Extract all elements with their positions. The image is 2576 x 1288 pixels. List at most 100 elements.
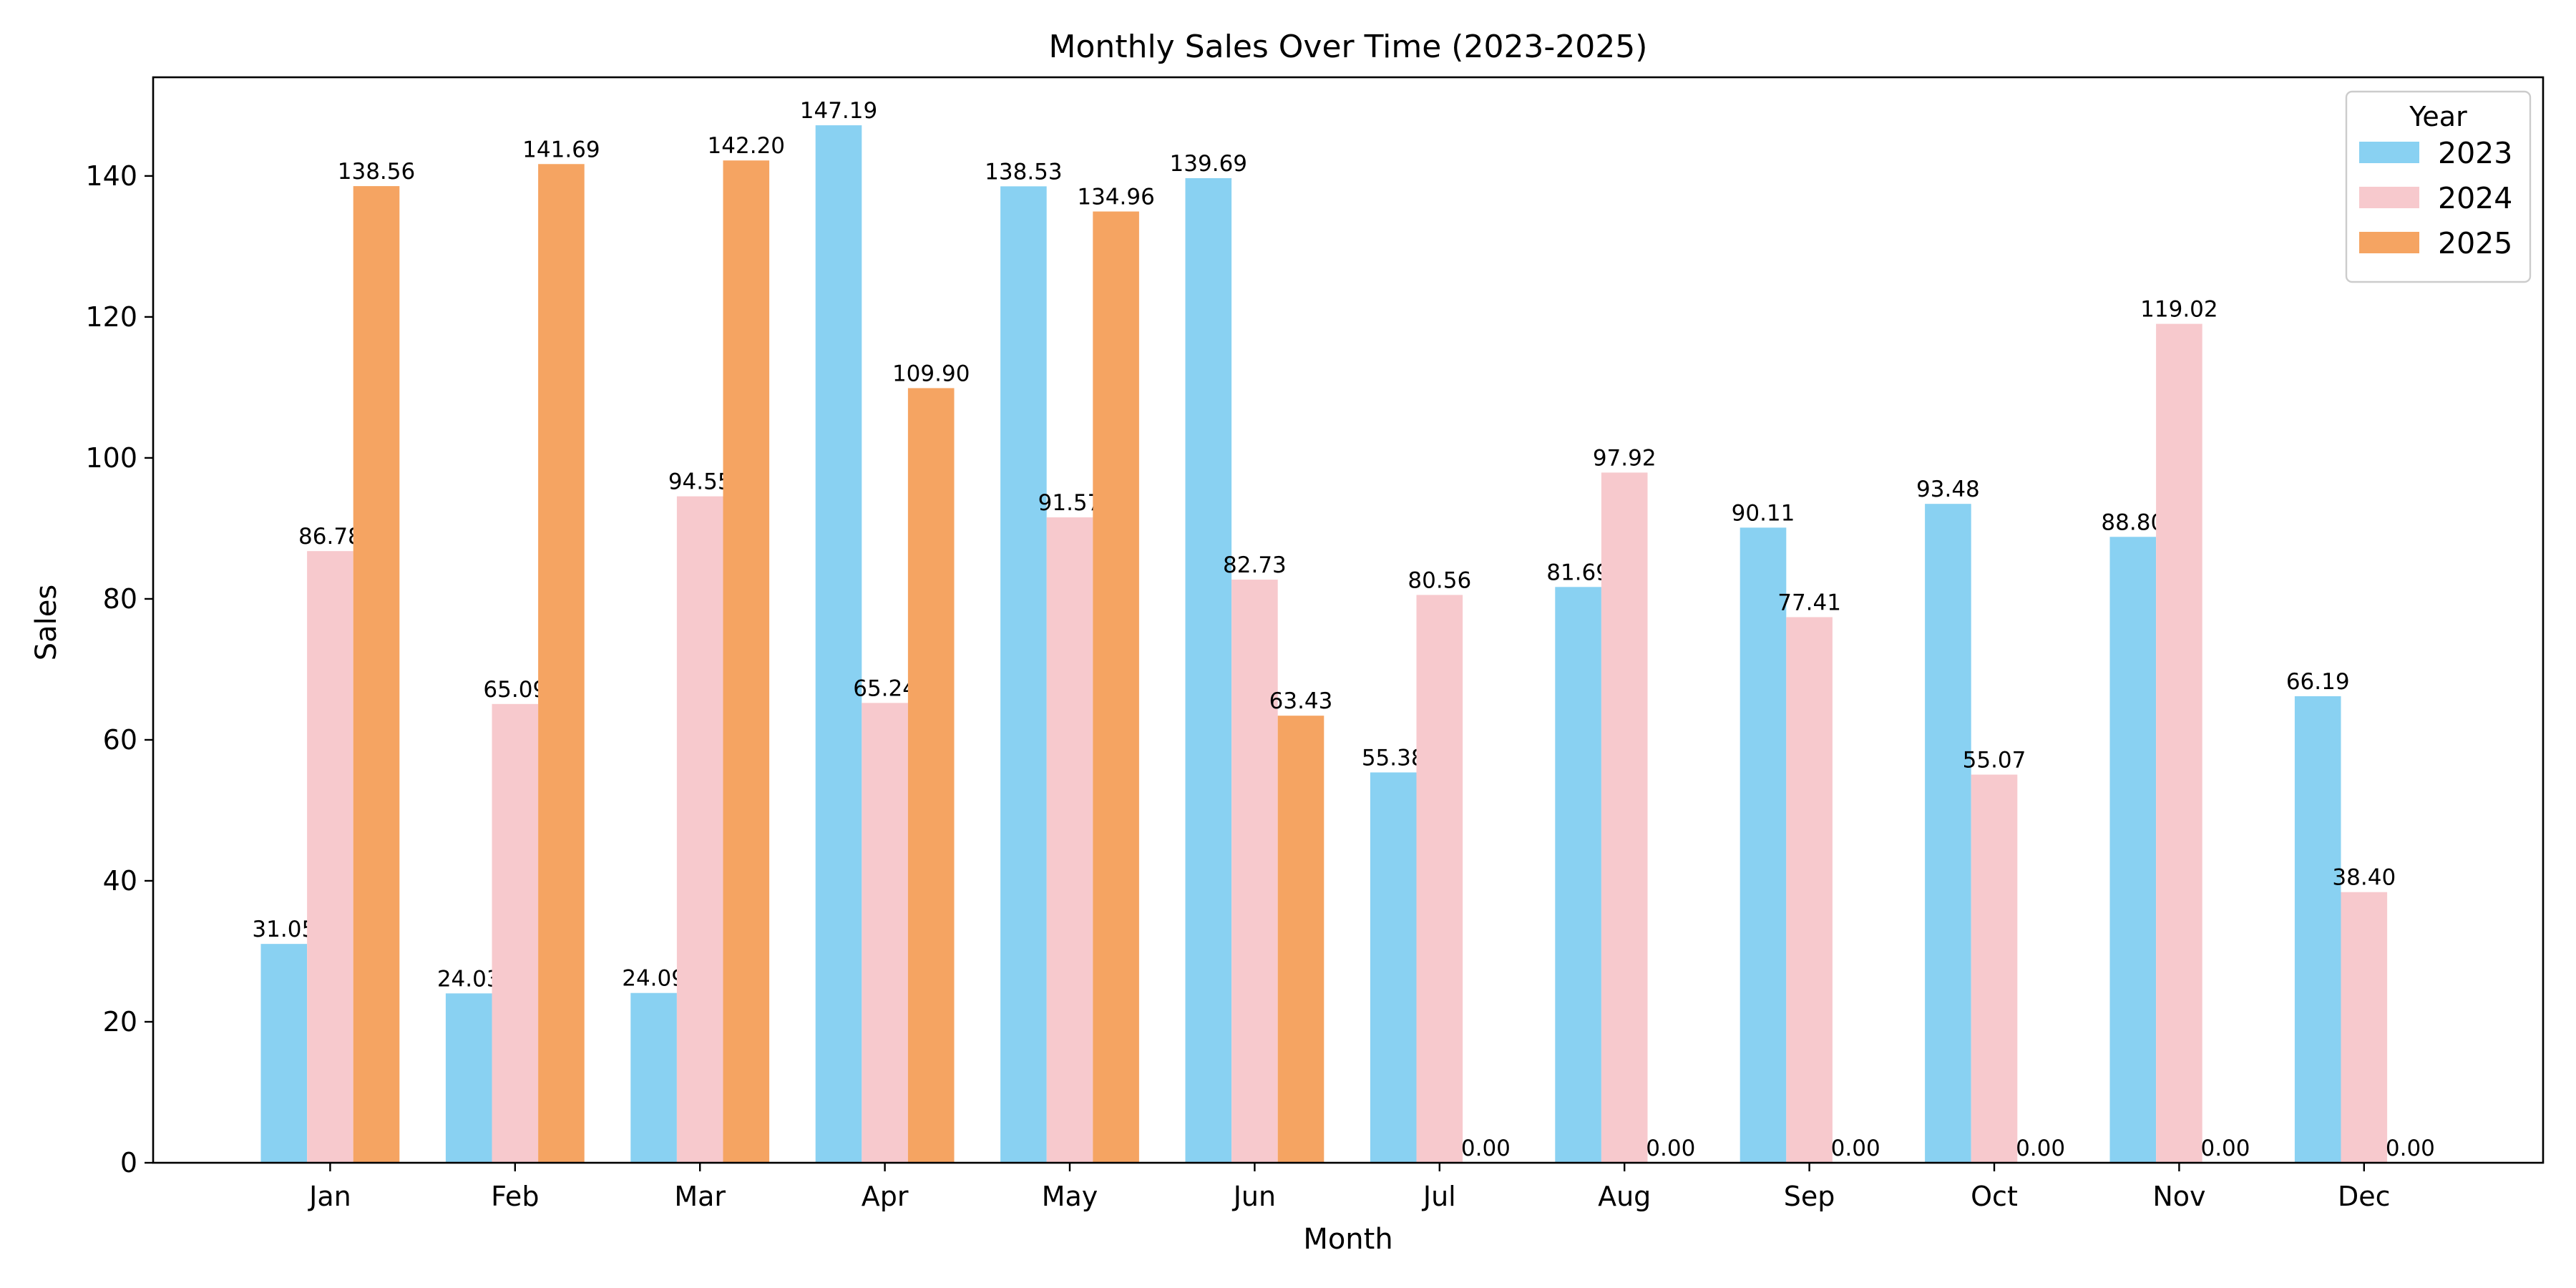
bar-2024-aug — [1601, 472, 1648, 1163]
data-label-2023-jun: 139.69 — [1170, 151, 1247, 177]
series-2024: 86.78 65.09 94.55 65.24 91.57 82.73 80.56 97.92… — [298, 297, 2396, 1163]
data-label-2025-mar: 142.20 — [708, 133, 785, 159]
data-label-2023-dec: 66.19 — [2286, 669, 2350, 695]
bar-2024-dec — [2341, 892, 2388, 1163]
legend-swatch-2025 — [2359, 232, 2419, 253]
legend-label-2024: 2024 — [2438, 181, 2512, 215]
data-label-2024-aug: 97.92 — [1593, 445, 1657, 471]
y-tick-label: 100 — [85, 442, 137, 474]
data-label-2024-mar: 94.55 — [668, 469, 732, 495]
bar-2025-jun — [1277, 716, 1324, 1163]
data-label-2025-oct: 0.00 — [2016, 1136, 2065, 1161]
data-label-2023-apr: 147.19 — [800, 98, 877, 124]
bar-2024-nov — [2156, 323, 2202, 1163]
plot-area: 31.05 24.03 24.09 147.19 138.53 139.69 55.38 81… — [85, 76, 2545, 1212]
bar-2023-mar — [630, 992, 677, 1163]
x-tick-label-mar: Mar — [674, 1181, 726, 1212]
data-label-2024-nov: 119.02 — [2140, 297, 2218, 323]
data-label-2024-sep: 77.41 — [1777, 590, 1841, 615]
bar-2023-dec — [2294, 696, 2341, 1163]
y-axis-label: Sales — [30, 585, 63, 660]
legend-title: Year — [2409, 101, 2467, 132]
series-2025: 138.56 141.69 142.20 109.90 134.96 63.43 0.00 0… — [338, 133, 2435, 1163]
bar-2024-apr — [862, 703, 908, 1163]
bar-2023-jan — [260, 944, 308, 1163]
x-tick-label-apr: Apr — [862, 1181, 909, 1212]
series-2023: 31.05 24.03 24.09 147.19 138.53 139.69 55.38 81… — [252, 98, 2350, 1163]
bar-2023-jul — [1370, 772, 1417, 1163]
bar-2025-jan — [353, 186, 400, 1163]
bar-2025-feb — [538, 164, 585, 1163]
bar-2023-feb — [445, 993, 492, 1163]
y-tick-label: 80 — [103, 583, 137, 615]
legend-label-2023: 2023 — [2438, 136, 2512, 170]
data-label-2025-jul: 0.00 — [1461, 1136, 1511, 1161]
data-label-2025-apr: 109.90 — [892, 361, 970, 386]
x-tick-label-jun: Jun — [1232, 1181, 1276, 1212]
bar-2023-nov — [2109, 537, 2157, 1163]
data-label-2024-oct: 55.07 — [1963, 748, 2026, 774]
data-label-2023-oct: 93.48 — [1916, 477, 1980, 502]
data-label-2024-jan: 86.78 — [298, 524, 362, 550]
data-label-2025-jun: 63.43 — [1269, 688, 1333, 714]
data-label-2023-nov: 88.80 — [2101, 509, 2165, 535]
x-axis-label: Month — [1303, 1223, 1392, 1256]
bar-2024-feb — [492, 703, 539, 1163]
data-label-2024-may: 91.57 — [1038, 490, 1102, 516]
data-label-2023-aug: 81.69 — [1546, 560, 1610, 585]
x-tick-label-may: May — [1042, 1181, 1098, 1212]
bar-2023-aug — [1555, 587, 1601, 1163]
x-tick-label-aug: Aug — [1598, 1181, 1651, 1212]
data-label-2025-nov: 0.00 — [2200, 1136, 2250, 1161]
x-tick-label-sep: Sep — [1784, 1181, 1835, 1212]
data-label-2024-dec: 38.40 — [2332, 865, 2396, 891]
x-tick-label-jul: Jul — [1422, 1181, 1456, 1212]
bar-2024-oct — [1971, 774, 2018, 1163]
bar-2023-may — [1000, 186, 1047, 1163]
data-label-2025-jan: 138.56 — [338, 159, 415, 185]
bar-2023-apr — [815, 125, 862, 1163]
x-tick-label-jan: Jan — [308, 1181, 351, 1212]
y-tick-label: 140 — [85, 160, 137, 192]
data-label-2024-feb: 65.09 — [483, 677, 547, 703]
bar-2024-mar — [676, 496, 723, 1163]
x-tick-label-dec: Dec — [2338, 1181, 2391, 1212]
bar-2024-jul — [1416, 595, 1463, 1163]
x-tick-label-nov: Nov — [2152, 1181, 2205, 1212]
x-tick-label-feb: Feb — [491, 1181, 539, 1212]
bar-2024-may — [1046, 517, 1093, 1163]
data-label-2023-may: 138.53 — [985, 159, 1062, 185]
y-tick-label: 0 — [120, 1147, 137, 1179]
data-label-2025-may: 134.96 — [1077, 185, 1154, 210]
bar-2024-sep — [1786, 617, 1833, 1163]
bar-2023-oct — [1925, 504, 1971, 1163]
y-tick-label: 60 — [103, 724, 137, 756]
data-label-2025-sep: 0.00 — [1831, 1136, 1880, 1161]
legend-swatch-2024 — [2359, 187, 2419, 208]
bar-2025-mar — [723, 160, 770, 1163]
bar-2024-jan — [307, 551, 353, 1163]
legend: Year 2023 2024 2025 — [2345, 90, 2532, 283]
bar-2025-apr — [907, 388, 955, 1163]
legend-swatch-2023 — [2359, 142, 2419, 163]
data-label-2025-feb: 141.69 — [522, 137, 600, 162]
data-label-2023-jul: 55.38 — [1362, 745, 1425, 771]
chart-title: Monthly Sales Over Time (2023-2025) — [1049, 29, 1648, 65]
bar-2025-may — [1093, 211, 1139, 1163]
data-label-2025-dec: 0.00 — [2386, 1136, 2435, 1161]
data-label-2024-jul: 80.56 — [1407, 567, 1471, 593]
bar-2023-jun — [1185, 177, 1232, 1163]
y-tick-label: 120 — [85, 301, 137, 333]
data-label-2023-mar: 24.09 — [622, 966, 686, 992]
data-label-2025-aug: 0.00 — [1646, 1136, 1695, 1161]
bar-2023-sep — [1740, 527, 1787, 1163]
data-label-2023-feb: 24.03 — [437, 966, 501, 992]
data-label-2024-jun: 82.73 — [1223, 552, 1287, 578]
bar-2024-jun — [1231, 580, 1278, 1163]
y-tick-label: 40 — [103, 865, 137, 897]
data-label-2023-sep: 90.11 — [1732, 500, 1795, 526]
plot-frame — [152, 76, 2545, 1164]
x-tick-label-oct: Oct — [1971, 1181, 2018, 1212]
